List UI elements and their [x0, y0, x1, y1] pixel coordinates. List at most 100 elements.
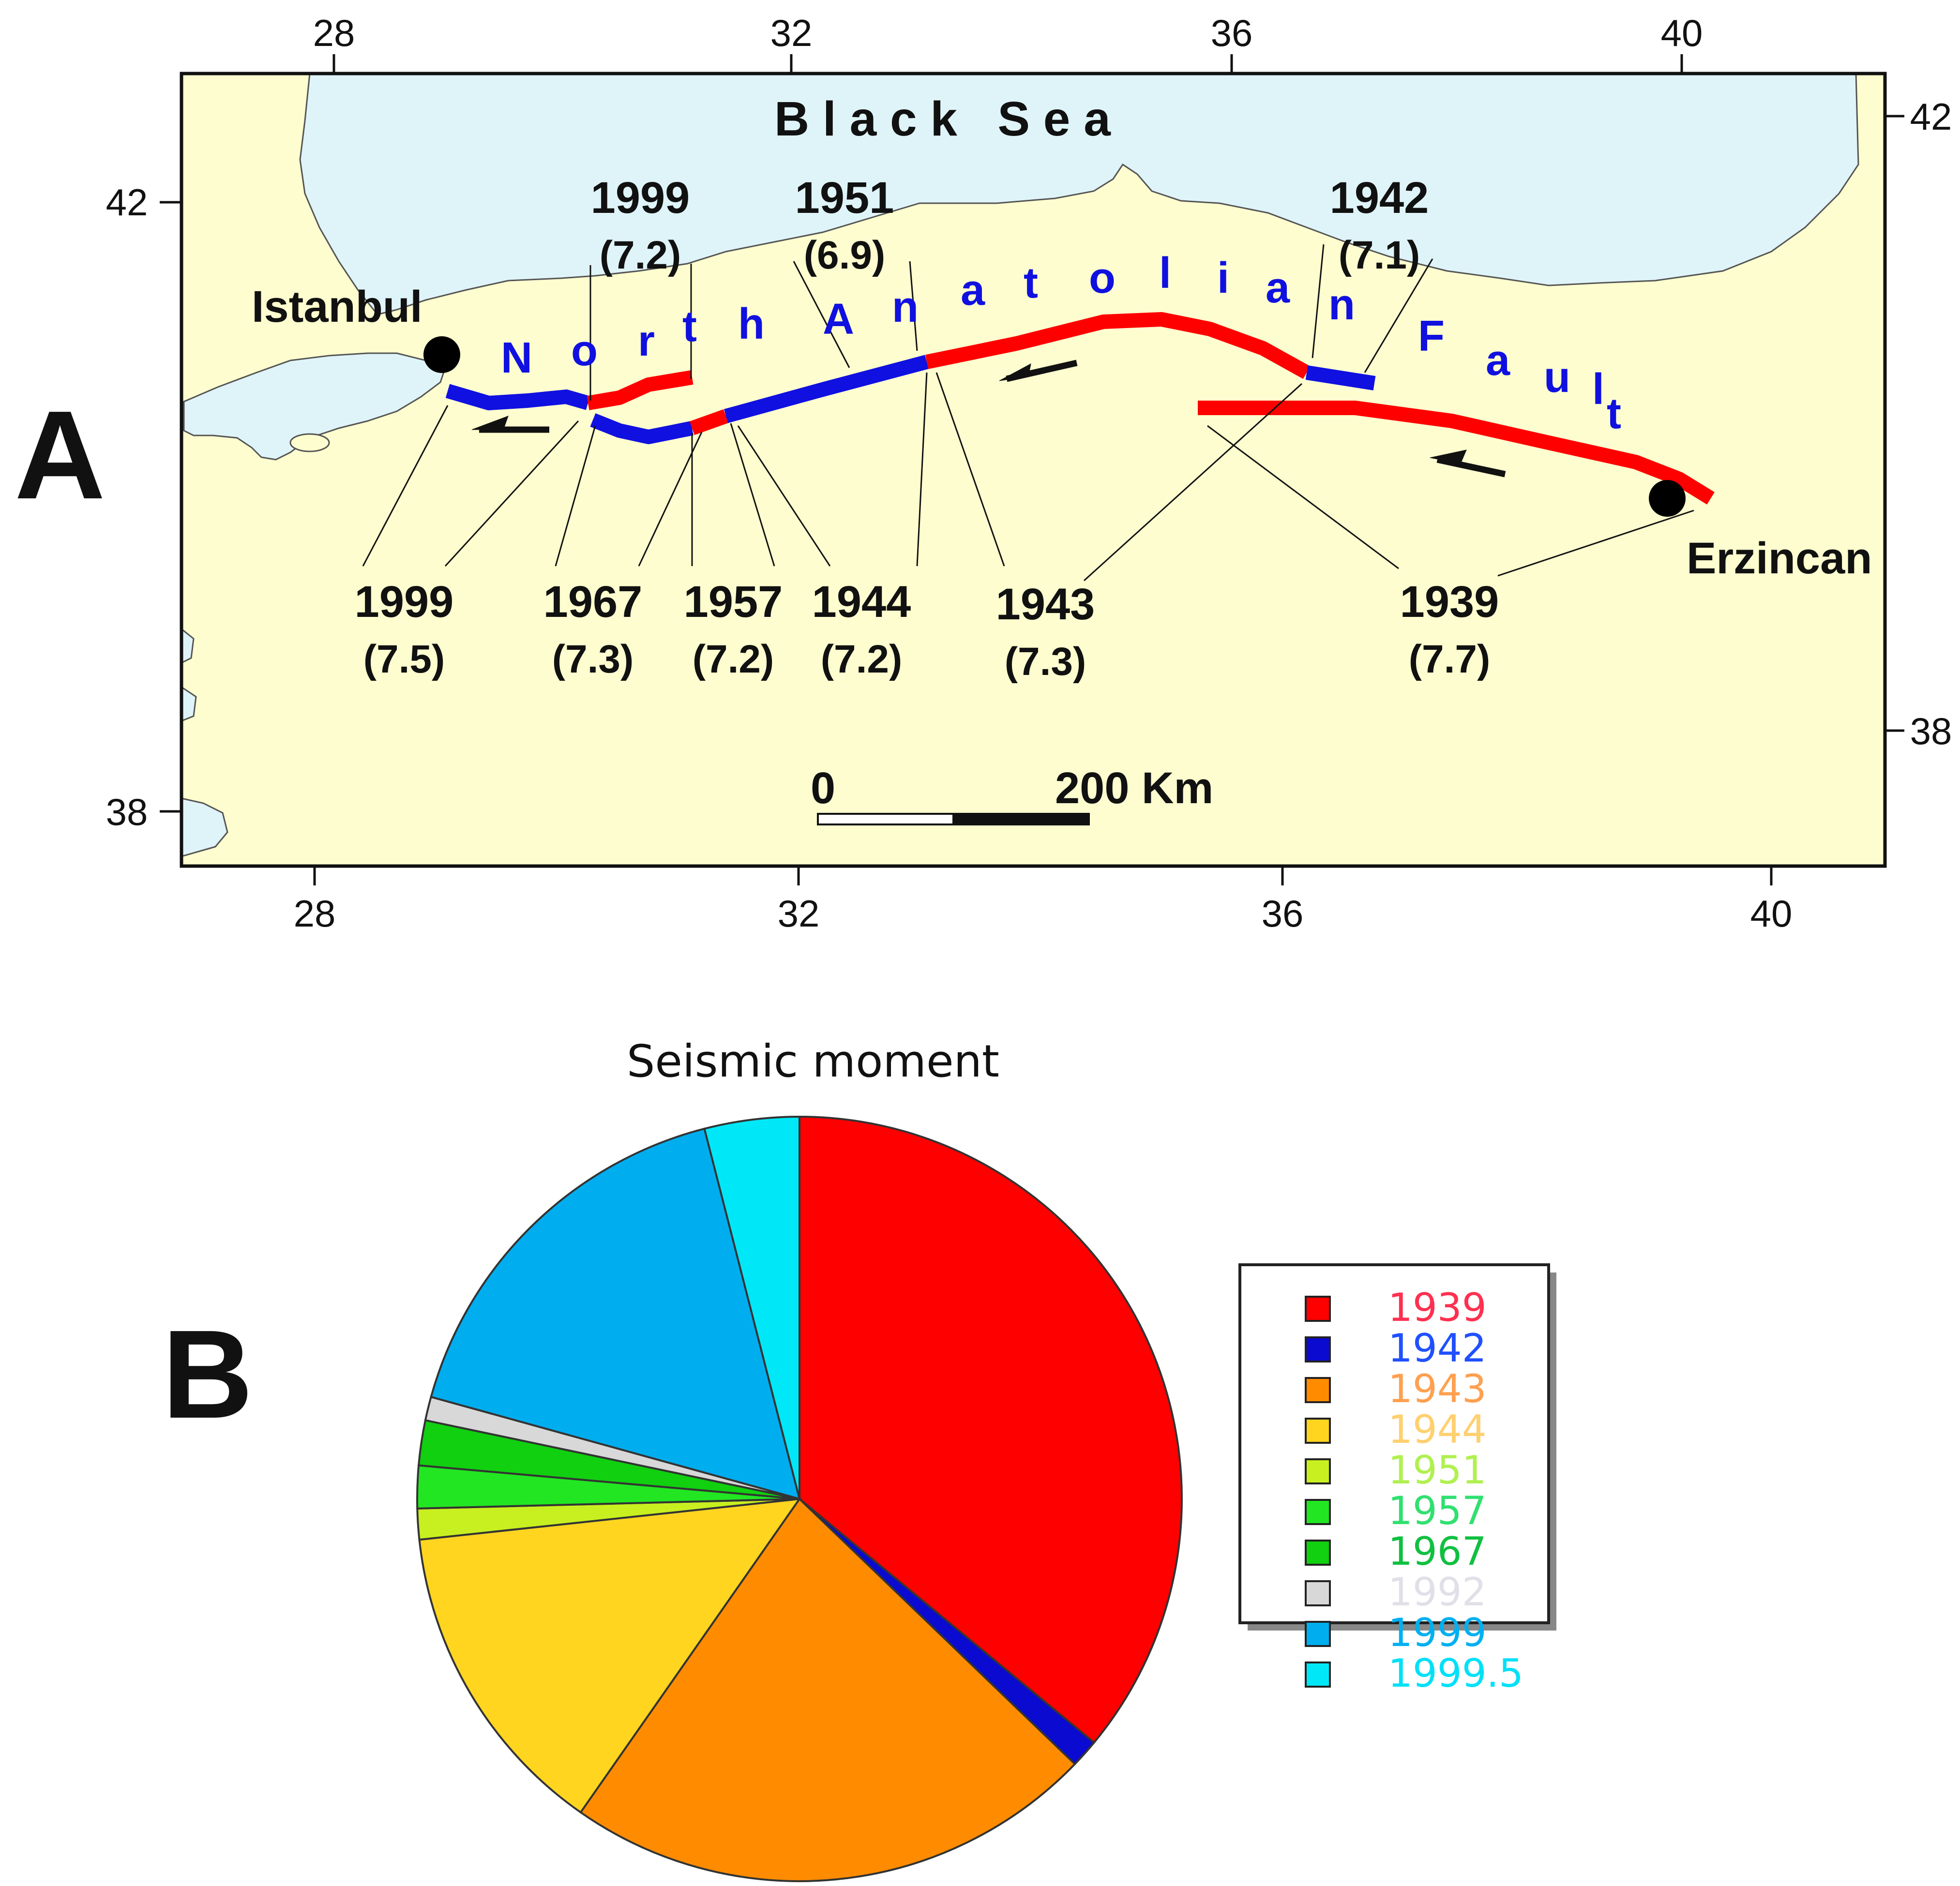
eq-year-1999-bottom: 1999	[355, 577, 454, 627]
fault-letter: i	[1217, 254, 1229, 302]
earthquake-labels-bottom: 1999 (7.5) 1967 (7.3) 1957 (7.2) 1944 (7…	[355, 577, 1499, 684]
earthquake-labels-top: 1999 (7.2) 1951 (6.9) 1942 (7.1)	[591, 173, 1429, 277]
lat-tick-right: 38	[1910, 710, 1952, 752]
pie-slice-1943	[579, 1497, 1076, 1882]
eq-mag-1939: (7.7)	[1409, 637, 1491, 681]
aegean-coast	[181, 797, 228, 857]
fault-segment-1943	[925, 312, 1311, 379]
panel-a-map: A	[15, 12, 1952, 935]
eq-year-1957: 1957	[684, 577, 783, 627]
scale-bar-start: 0	[811, 763, 835, 813]
panel-b-chart: B Seismic moment 19391942194319441951195…	[162, 1035, 1556, 1882]
legend-swatch-1943	[1305, 1377, 1331, 1403]
pie-slice-1939	[799, 1115, 1183, 1744]
slip-arrows	[471, 359, 1506, 478]
pie-slice-1999.5	[703, 1115, 800, 1499]
fault-letter: t	[1607, 389, 1621, 438]
lat-tick-right: 42	[1910, 95, 1952, 138]
fault-letter: t	[1024, 259, 1038, 307]
legend-swatch-1957	[1305, 1499, 1331, 1525]
legend-swatch-1992	[1305, 1580, 1331, 1606]
fault-segment-1957	[689, 409, 729, 435]
fault-letter: o	[1089, 254, 1116, 302]
fault-letter: l	[1159, 249, 1171, 298]
fault-segment-1999-duzce	[587, 370, 694, 410]
erzincan-label: Erzincan	[1687, 534, 1872, 583]
lon-tick-top: 36	[1211, 12, 1253, 54]
eq-year-1939: 1939	[1400, 577, 1499, 627]
slip-arrow-east	[1430, 449, 1506, 478]
legend-swatch-1951	[1305, 1458, 1331, 1484]
legend-label-1999: 1999	[1388, 1610, 1487, 1655]
legend-label-1943: 1943	[1388, 1366, 1487, 1411]
fault-letter: A	[823, 295, 854, 344]
fault-letter: N	[501, 334, 532, 382]
chart-title: Seismic moment	[627, 1035, 999, 1087]
legend-swatch-1999.5	[1305, 1661, 1331, 1688]
lat-tick-left: 42	[106, 181, 148, 224]
eq-mag-1999-bottom: (7.5)	[363, 637, 445, 681]
legend: 1939194219431944195119571967199219991999…	[1238, 1263, 1556, 1696]
fault-letter: o	[571, 327, 598, 375]
fault-letter: F	[1418, 312, 1445, 360]
lon-tick-top: 28	[313, 12, 355, 54]
legend-label-1967: 1967	[1388, 1529, 1487, 1574]
fault-letter: a	[1266, 264, 1290, 312]
eq-year-1942: 1942	[1330, 173, 1429, 223]
eq-mag-1943: (7.3)	[1005, 640, 1086, 684]
fault-letter: u	[1544, 353, 1570, 402]
eq-mag-1957: (7.2)	[693, 637, 774, 681]
map-axes	[160, 54, 1904, 885]
eq-mag-1967: (7.3)	[552, 637, 634, 681]
legend-swatch-1999	[1305, 1621, 1331, 1647]
eq-year-1999-top: 1999	[591, 173, 690, 223]
marmara-island	[289, 433, 330, 452]
istanbul-marker	[423, 336, 460, 373]
fault-letter: n	[892, 283, 919, 331]
eq-year-1951: 1951	[795, 173, 894, 223]
pie-slice-1944	[418, 1497, 802, 1814]
legend-swatch-1944	[1305, 1418, 1331, 1444]
erzincan-marker	[1649, 480, 1686, 517]
eq-year-1943: 1943	[996, 580, 1095, 629]
black-sea	[299, 73, 1859, 315]
fault-letter: r	[638, 317, 655, 365]
lon-tick-bottom: 28	[294, 892, 336, 935]
fault-segment-1942	[1305, 365, 1376, 390]
istanbul-label: Istanbul	[252, 282, 422, 331]
panel-a-label: A	[15, 385, 106, 525]
fault-letter: h	[738, 300, 765, 348]
eq-mag-1999-top: (7.2)	[600, 233, 681, 277]
fault-traces	[445, 312, 1715, 505]
legend-swatch-1942	[1305, 1336, 1331, 1362]
scale-bar: 0 200 Km	[811, 763, 1213, 825]
fault-letter: l	[1592, 365, 1604, 414]
fault-letter: t	[682, 302, 697, 351]
legend-label-1999.5: 1999.5	[1388, 1651, 1523, 1696]
black-sea-label: B l a c k S e a	[774, 92, 1111, 146]
legend-swatch-1967	[1305, 1540, 1331, 1566]
legend-label-1957: 1957	[1388, 1488, 1487, 1533]
scale-bar-end: 200 Km	[1055, 763, 1213, 813]
cities: Istanbul Erzincan	[252, 282, 1872, 583]
eq-mag-1944: (7.2)	[821, 637, 903, 681]
eq-year-1967: 1967	[543, 577, 643, 627]
legend-items: 1939194219431944195119571967199219991999…	[1305, 1285, 1523, 1696]
legend-label-1942: 1942	[1388, 1326, 1487, 1371]
fault-segment-1967	[590, 413, 694, 444]
sea-of-marmara	[183, 352, 446, 461]
lon-tick-top: 40	[1661, 12, 1703, 54]
eq-mag-1951: (6.9)	[804, 233, 886, 277]
slip-arrow-central	[999, 359, 1078, 382]
panel-b-label: B	[162, 1304, 253, 1445]
map-frame	[180, 72, 1887, 868]
fault-segment-1939	[1198, 401, 1715, 505]
fault-letter: a	[961, 266, 985, 314]
lon-tick-bottom: 40	[1750, 892, 1793, 935]
legend-label-1944: 1944	[1388, 1407, 1487, 1452]
eq-mag-1942: (7.1)	[1339, 233, 1420, 277]
legend-label-1939: 1939	[1388, 1285, 1487, 1330]
fault-segment-1999-western	[445, 384, 590, 410]
legend-label-1992: 1992	[1388, 1570, 1487, 1615]
